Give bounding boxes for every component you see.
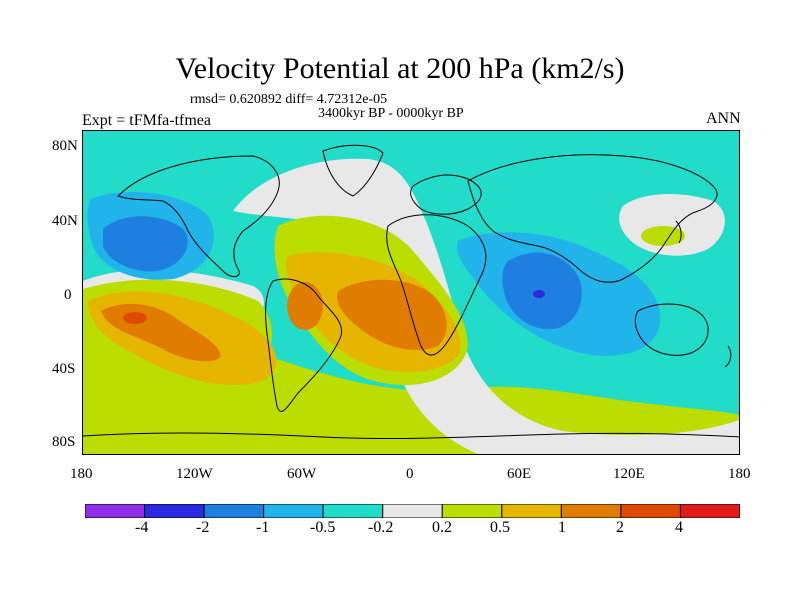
colorbar-label: 1 xyxy=(558,519,566,536)
y-tick-label: 80N xyxy=(52,138,78,154)
x-tick-label: 180 xyxy=(728,466,751,482)
colorbar-label: 0.2 xyxy=(432,519,452,536)
x-tick-label: 180 xyxy=(70,466,93,482)
colorbar-box xyxy=(263,504,324,518)
coast-north-america xyxy=(117,155,280,278)
x-tick-label: 60E xyxy=(507,466,532,482)
map-panel xyxy=(82,130,740,455)
field-south-band xyxy=(83,296,739,454)
colorbar-label: -4 xyxy=(135,519,149,536)
colorbar-box xyxy=(501,504,562,518)
colorbar xyxy=(85,504,740,518)
colorbar-label: -0.5 xyxy=(310,519,336,536)
colorbar-box xyxy=(85,504,146,518)
field-indian-neg-strong xyxy=(533,290,545,298)
colorbar-box xyxy=(620,504,681,518)
coast-south-america xyxy=(265,278,343,412)
colorbar-label: -2 xyxy=(196,519,210,536)
field-pacific-pos-peak xyxy=(123,312,147,324)
coast-japan xyxy=(675,220,682,244)
x-tick-label: 60W xyxy=(287,466,317,482)
colorbar-box xyxy=(560,504,622,518)
coast-new-zealand xyxy=(724,345,732,368)
coast-asia xyxy=(467,154,718,283)
colorbar-box xyxy=(679,504,740,518)
field-south-america-pos-large xyxy=(287,282,323,330)
coast-africa xyxy=(386,214,487,356)
colorbar-label: 0.5 xyxy=(490,519,510,536)
y-tick-label: 80S xyxy=(52,434,76,450)
y-tick-label: 40N xyxy=(52,213,78,229)
colorbar-box xyxy=(322,504,384,518)
y-tick-label: 40S xyxy=(52,361,76,377)
x-tick-label: 0 xyxy=(406,466,414,482)
colorbar-label: 2 xyxy=(616,519,624,536)
coast-australia xyxy=(634,303,709,356)
colorbar-box xyxy=(144,504,205,518)
page-title: Velocity Potential at 200 hPa (km2/s) xyxy=(175,52,625,85)
colorbar-label: -0.2 xyxy=(368,519,394,536)
coast-antarctica xyxy=(83,432,739,439)
y-tick-label: 0 xyxy=(64,287,72,303)
coast-europe xyxy=(410,174,482,215)
coast-greenland xyxy=(322,144,384,197)
colorbar-label: -1 xyxy=(256,519,270,536)
field-eastasia-pos-small xyxy=(641,226,685,246)
period-text: 3400kyr BP - 0000kyr BP xyxy=(318,106,464,121)
colorbar-label: 4 xyxy=(675,519,683,536)
x-tick-label: 120W xyxy=(176,466,213,482)
velocity-potential-map xyxy=(83,131,739,454)
season-label: ANN xyxy=(706,110,741,127)
field-atlantic-pos-large xyxy=(337,279,447,351)
coastlines xyxy=(83,144,739,439)
x-tick-label: 120E xyxy=(613,466,645,482)
colorbar-box xyxy=(203,504,265,518)
experiment-label: Expt = tFMfa-tfmea xyxy=(82,112,211,129)
stats-text: rmsd= 0.620892 diff= 4.72312e-05 xyxy=(190,92,388,107)
colorbar-box xyxy=(382,504,443,518)
field-npacific-neg-mid xyxy=(103,216,188,272)
colorbar-box xyxy=(441,504,503,518)
